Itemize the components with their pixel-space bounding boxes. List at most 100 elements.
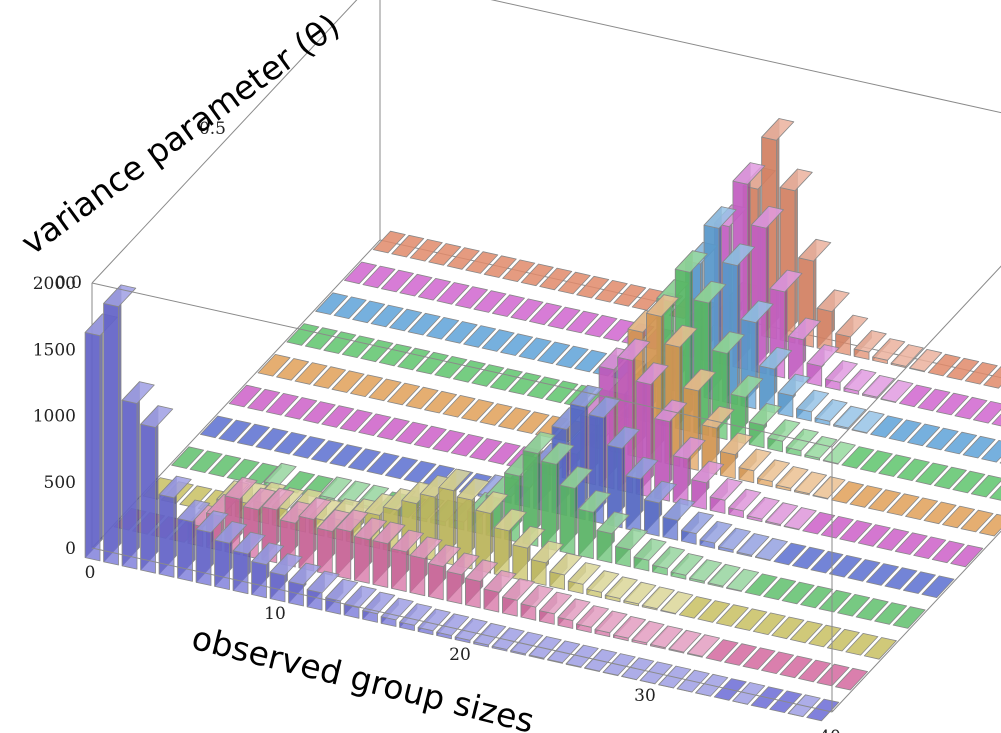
bar-tile xyxy=(218,419,252,443)
bar-tile xyxy=(395,421,429,445)
bar-tile xyxy=(886,493,920,516)
bar-tile xyxy=(424,390,458,414)
bar-tile xyxy=(352,300,386,324)
bar xyxy=(269,553,303,603)
bar-tile xyxy=(247,388,281,412)
bar-tile xyxy=(779,655,813,679)
bar-tile xyxy=(816,663,850,687)
bar xyxy=(816,289,850,352)
bar-tile xyxy=(384,456,418,480)
bar-front-face xyxy=(465,577,481,609)
bar-top-face xyxy=(438,468,472,492)
bar xyxy=(699,521,733,549)
bar-top-face xyxy=(668,629,702,653)
bar xyxy=(890,344,924,369)
z-tick-label: 1500 xyxy=(33,340,76,360)
bar xyxy=(738,448,772,484)
bar-tile xyxy=(584,314,618,338)
bar-front-face xyxy=(354,536,370,584)
bar-top-face xyxy=(693,280,727,304)
bar-front-face xyxy=(493,527,510,578)
bar-tile xyxy=(529,302,562,326)
bar-top-face xyxy=(547,640,581,663)
bar-tile xyxy=(545,380,579,404)
bar-tile xyxy=(989,485,1001,501)
bar-top-face xyxy=(596,511,630,535)
bar-top-face xyxy=(493,508,527,532)
box-back-edge xyxy=(490,0,1001,114)
bars-layer xyxy=(84,118,1001,722)
bar-tile xyxy=(171,446,205,469)
bar xyxy=(633,538,667,572)
bar xyxy=(687,634,720,658)
x-tick-label: 10 xyxy=(264,604,286,624)
bar-top-face xyxy=(522,431,556,455)
bar-top-face xyxy=(436,613,470,636)
box-front-edges xyxy=(91,265,1001,713)
bar-tile xyxy=(555,345,589,369)
bar-tile xyxy=(304,327,338,350)
bar xyxy=(510,631,544,656)
bar-tile xyxy=(208,454,242,478)
bar-top-face xyxy=(317,509,351,532)
bar-tile xyxy=(489,368,523,391)
bar-tile xyxy=(789,620,823,644)
x-tick-label: 0 xyxy=(85,563,96,583)
bar-top-face xyxy=(140,405,174,428)
bar xyxy=(668,629,702,654)
bar-top-face xyxy=(709,478,743,501)
bar-tile xyxy=(444,321,478,344)
bar-front-face xyxy=(777,392,794,418)
bar-tile xyxy=(950,544,984,568)
bar-top-face xyxy=(775,466,809,489)
bar-tile xyxy=(913,536,947,559)
bar-tile xyxy=(835,667,868,691)
bar-tile xyxy=(820,516,854,539)
bar-top-face xyxy=(730,375,764,398)
bar-tile xyxy=(878,454,912,477)
bar-top-face xyxy=(177,499,211,523)
bar-top-face xyxy=(761,118,795,141)
bar xyxy=(785,428,819,457)
bar xyxy=(806,344,840,387)
bar-tile xyxy=(471,364,505,387)
bar-tile xyxy=(389,308,423,332)
bar-tile xyxy=(964,361,998,385)
bar-top-face xyxy=(862,374,895,398)
bar xyxy=(372,521,406,588)
bar-tile xyxy=(428,243,462,266)
bar-tile xyxy=(952,470,986,494)
bar-front-face xyxy=(672,455,689,506)
bar xyxy=(641,586,675,611)
bar-top-face xyxy=(711,331,745,354)
bar xyxy=(851,410,885,434)
bar-top-face xyxy=(528,636,562,659)
bar xyxy=(528,636,562,660)
bar-tile xyxy=(461,399,495,422)
bar-tile xyxy=(339,409,373,432)
bar-tile xyxy=(944,431,978,455)
x-tick-label: 20 xyxy=(449,645,471,665)
bar-tile xyxy=(678,596,712,619)
bar xyxy=(709,478,743,514)
bar-top-face xyxy=(728,488,762,512)
bar xyxy=(812,476,846,500)
bar-tile xyxy=(566,310,599,334)
bar-tile xyxy=(847,559,881,582)
bar-top-face xyxy=(816,289,850,313)
bar xyxy=(631,620,665,646)
bar-front-face xyxy=(269,571,286,603)
bar xyxy=(483,570,517,613)
bar xyxy=(814,399,848,426)
bar-top-face xyxy=(703,206,737,229)
bar-front-face xyxy=(251,561,267,599)
box-front-edge xyxy=(91,547,833,713)
bar-tile xyxy=(752,612,786,635)
bar-top-face xyxy=(788,317,821,341)
bar-top-face xyxy=(362,591,396,615)
bar-tile xyxy=(954,396,988,420)
bar xyxy=(436,613,470,640)
bar xyxy=(757,459,790,488)
bar-top-face xyxy=(751,205,784,229)
bar xyxy=(880,379,914,404)
